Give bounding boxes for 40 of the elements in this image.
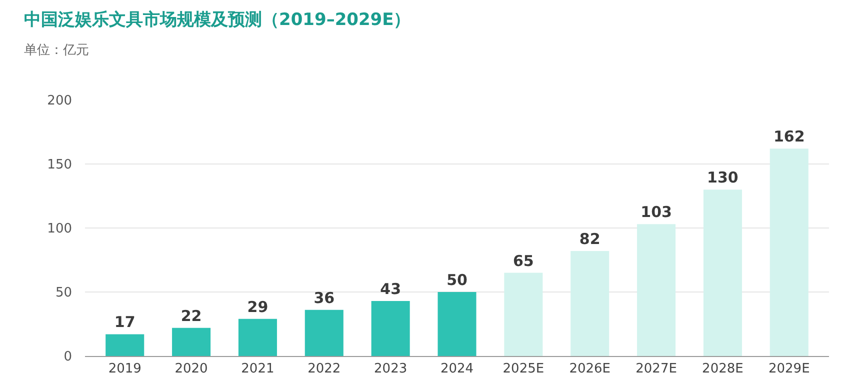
bar [106, 334, 144, 356]
x-tick-label: 2028E [702, 362, 744, 377]
bar [172, 328, 211, 356]
x-tick-label: 2029E [768, 362, 810, 377]
bar [504, 272, 543, 356]
x-tick-label: 2024 [440, 362, 474, 377]
x-tick-label: 2020 [174, 362, 208, 377]
bar [770, 148, 808, 356]
data-label: 82 [579, 230, 600, 248]
data-label: 50 [446, 271, 468, 289]
data-label: 162 [773, 128, 805, 146]
bar [304, 310, 344, 356]
data-label: 29 [247, 298, 268, 316]
x-tick-label: 2019 [108, 362, 142, 377]
x-tick-label: 2025E [502, 362, 544, 377]
bar [637, 224, 676, 356]
x-tick-label: 2026E [569, 362, 611, 377]
y-tick-label: 50 [55, 286, 72, 301]
chart-title: 中国泛娱乐文具市场规模及预测（2019–2029E） [24, 10, 411, 30]
x-tick-label: 2027E [636, 362, 677, 377]
bar [438, 292, 476, 356]
bar [703, 190, 742, 356]
data-label: 22 [180, 306, 202, 325]
data-label: 43 [380, 280, 402, 298]
x-tick-label: 2023 [374, 362, 408, 377]
x-tick-label: 2022 [308, 362, 341, 377]
bar [570, 251, 610, 356]
bar [371, 300, 410, 356]
data-label: 65 [512, 252, 534, 270]
y-tick-label: 100 [47, 222, 72, 237]
y-tick-label: 200 [47, 94, 72, 109]
x-tick-label: 2021 [241, 362, 274, 377]
data-label: 17 [114, 313, 136, 332]
y-tick-label: 0 [64, 350, 72, 365]
data-label: 103 [640, 203, 672, 222]
y-tick-label: 150 [47, 158, 72, 173]
data-label: 36 [314, 288, 335, 307]
bar [238, 318, 277, 356]
chart-subtitle: 单位：亿元 [24, 43, 89, 58]
data-label: 130 [707, 168, 738, 187]
